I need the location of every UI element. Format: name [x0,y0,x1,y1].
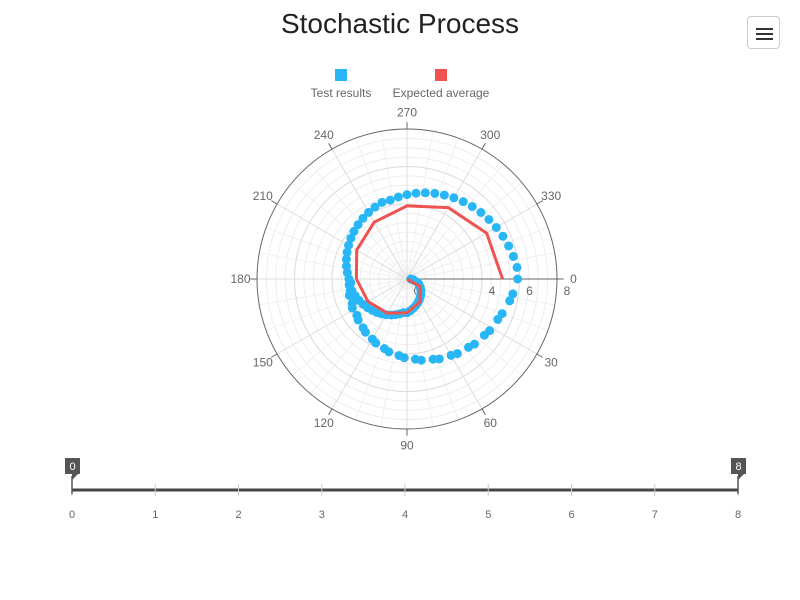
data-point-test-results[interactable] [358,213,368,223]
data-point-test-results[interactable] [402,190,412,200]
data-point-test-results[interactable] [485,326,495,336]
slider-tick-label: 5 [485,509,491,521]
angular-tick-label: 150 [253,355,273,369]
radial-tick-label: 8 [564,284,571,298]
slider-tick-label: 1 [152,509,158,521]
data-point-test-results[interactable] [476,208,486,218]
hamburger-icon-bar-3 [756,38,773,40]
angular-tick-label: 60 [484,416,498,430]
angular-tick-label: 180 [230,272,250,286]
data-point-test-results[interactable] [508,289,518,299]
angular-tick-label: 270 [397,106,417,120]
radial-tick-label: 4 [489,284,496,298]
legend-label-expected-average: Expected average [392,86,490,100]
data-point-test-results[interactable] [416,355,426,365]
angular-tick [271,353,278,358]
data-point-test-results[interactable] [347,303,357,313]
data-point-test-results[interactable] [498,231,508,241]
hamburger-icon-bar-1 [756,28,773,30]
data-point-test-results[interactable] [346,233,356,243]
data-point-test-results[interactable] [449,193,459,203]
angular-tick [481,143,486,150]
slider-tick-label: 2 [235,509,241,521]
slider-handle-high-tooltip [731,458,746,474]
slider-tick-label: 8 [735,509,741,521]
data-point-test-results[interactable] [341,261,351,271]
data-point-test-results[interactable] [342,268,352,278]
series-line-expected-average [354,204,505,315]
legend-swatch-expected-average [435,69,447,81]
angular-tick-label: 330 [541,189,561,203]
data-point-test-results[interactable] [353,220,363,230]
slider-tick-label: 6 [568,509,574,521]
data-point-test-results[interactable] [367,305,377,315]
data-point-test-results[interactable] [370,202,380,212]
data-point-test-results[interactable] [513,274,523,284]
angular-tick-label: 210 [253,189,273,203]
data-point-test-results[interactable] [377,197,387,207]
data-point-test-results[interactable] [393,192,403,202]
hamburger-icon-bar-2 [756,33,773,35]
data-point-test-results[interactable] [344,240,354,250]
angular-tick-label: 240 [314,128,334,142]
angular-tick [481,408,486,415]
angular-tick-label: 0 [570,272,577,286]
data-point-test-results[interactable] [504,241,514,251]
data-point-test-results[interactable] [346,278,356,288]
angular-tick [328,408,333,415]
data-point-test-results[interactable] [384,347,394,357]
slider-handle-low-tooltip [65,458,80,474]
data-point-test-results[interactable] [385,195,395,205]
slider-handle-high-tooltip-pointer [738,474,744,480]
slider-tick-label: 7 [652,509,658,521]
data-point-test-results[interactable] [353,315,363,325]
legend-item-test-results[interactable]: Test results [301,69,381,100]
data-point-test-results[interactable] [430,188,440,198]
data-point-test-results[interactable] [452,349,462,359]
slider-tick-label: 0 [69,509,75,521]
data-point-test-results[interactable] [484,214,494,224]
data-point-test-results[interactable] [469,339,479,349]
chart-title: Stochastic Process [280,8,520,39]
data-point-test-results[interactable] [371,338,381,348]
data-point-test-results[interactable] [411,188,421,198]
data-point-test-results[interactable] [497,309,507,319]
slider-handle-high-label: 8 [735,461,741,473]
angular-tick-label: 120 [314,416,334,430]
data-point-test-results[interactable] [344,291,354,301]
data-point-test-results[interactable] [434,354,444,364]
data-point-test-results[interactable] [349,226,359,236]
data-point-test-results[interactable] [358,299,368,309]
slider-handle-low-tooltip-pointer [72,474,78,480]
radial-tick-label: 6 [526,284,533,298]
data-point-test-results[interactable] [505,296,515,306]
menu-button[interactable] [747,16,780,49]
angular-tick [271,200,278,205]
data-point-test-results[interactable] [439,190,449,200]
angular-tick-label: 300 [480,128,500,142]
data-point-test-results[interactable] [364,207,374,217]
legend-label-test-results: Test results [310,86,372,100]
data-point-test-results[interactable] [420,188,430,198]
angular-tick-label: 90 [400,439,414,453]
data-point-test-results[interactable] [491,222,501,232]
slider-tick-label: 4 [402,509,408,521]
data-point-test-results[interactable] [341,254,351,264]
data-point-test-results[interactable] [508,251,518,261]
data-point-test-results[interactable] [467,202,477,212]
angular-tick-label: 30 [545,355,559,369]
data-point-test-results[interactable] [360,327,370,337]
angular-tick [328,143,333,150]
angular-tick [536,353,543,358]
legend-item-expected-average[interactable]: Expected average [386,69,496,100]
data-point-test-results[interactable] [399,353,409,363]
angular-tick [536,200,543,205]
slider-tick-label: 3 [319,509,325,521]
legend-swatch-test-results [335,69,347,81]
data-point-test-results[interactable] [458,197,468,207]
data-point-test-results[interactable] [512,262,522,272]
data-point-test-results[interactable] [342,247,352,257]
slider-handle-low-label: 0 [69,461,75,473]
